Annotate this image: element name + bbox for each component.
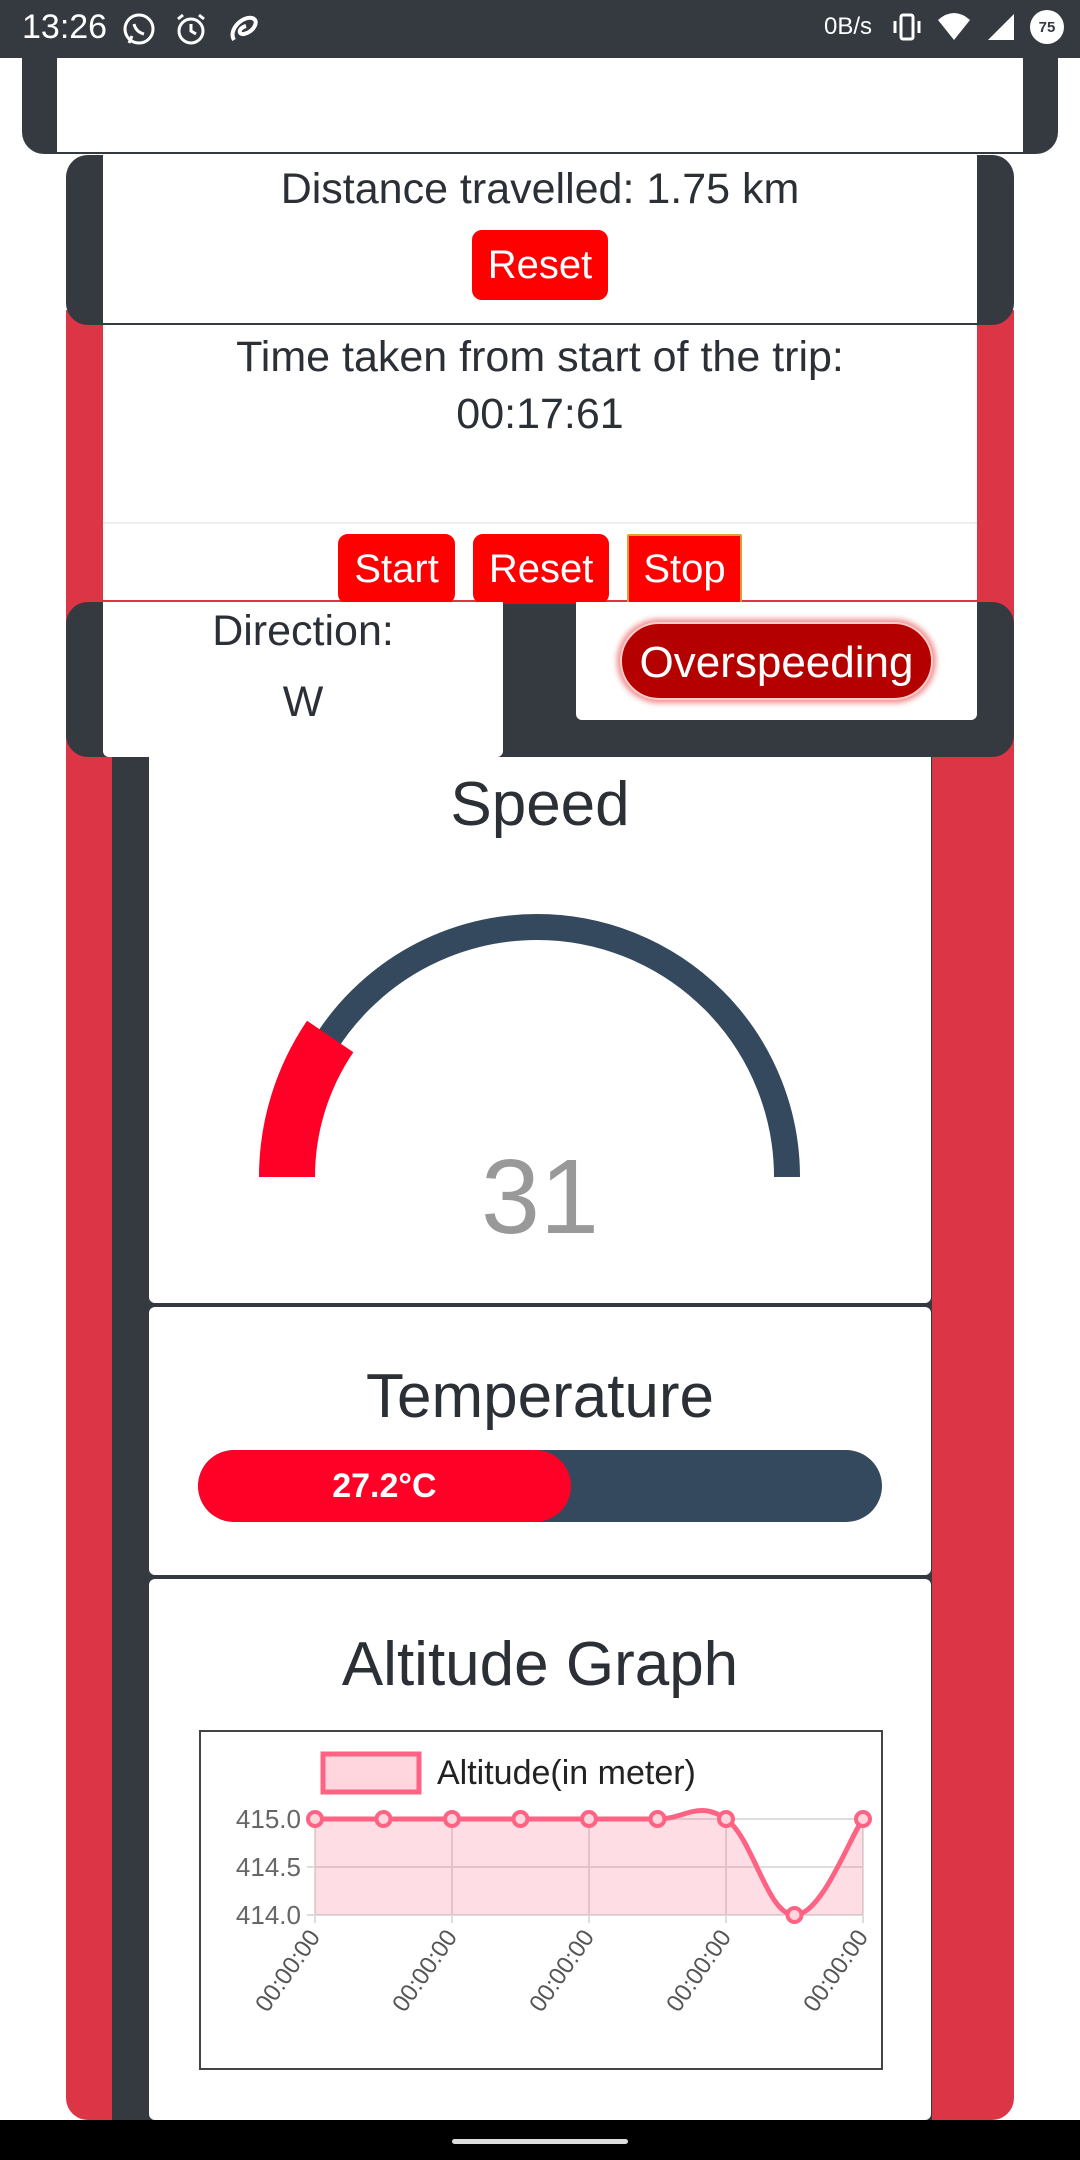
top-card xyxy=(57,58,1023,152)
temperature-bar: 27.2°C xyxy=(198,1450,882,1522)
distance-card: Distance travelled: 1.75 km Reset xyxy=(103,155,977,323)
direction-value: W xyxy=(282,678,324,726)
network-speed: 0B/s xyxy=(823,13,872,40)
altitude-chart: Altitude(in meter) 415.0 414.5 414.0 00:00:0… xyxy=(199,1730,883,2070)
speed-title: Speed xyxy=(450,770,630,839)
whatsapp-icon xyxy=(123,13,155,45)
temperature-value: 27.2°C xyxy=(332,1466,437,1505)
x-tick-label: 00:00:00 xyxy=(250,1925,326,2017)
data-point xyxy=(306,1810,324,1828)
direction-card: Direction: W xyxy=(103,602,503,757)
signal-icon xyxy=(988,14,1014,40)
distance-text: Distance travelled: 1.75 km xyxy=(280,165,800,213)
alarm-icon xyxy=(177,13,205,45)
y-tick-label: 415.0 xyxy=(236,1804,301,1834)
altitude-card: Altitude Graph Altitude(in meter) 415.0 41… xyxy=(149,1579,931,2120)
home-handle[interactable] xyxy=(452,2139,628,2144)
timer-start-button[interactable]: Start xyxy=(338,534,455,604)
airtel-icon xyxy=(230,15,258,42)
temperature-card: Temperature 27.2°C xyxy=(149,1307,931,1575)
altitude-chart-svg: Altitude(in meter)415.0414.5414.000:00:0… xyxy=(236,1751,874,2017)
temperature-title: Temperature xyxy=(365,1362,715,1431)
series-area xyxy=(315,1810,863,1915)
temperature-fill: 27.2°C xyxy=(198,1450,571,1522)
overspeed-card: Overspeeding xyxy=(576,602,977,720)
direction-label: Direction: xyxy=(212,607,394,655)
battery-icon: 75 xyxy=(1030,10,1064,44)
altitude-title: Altitude Graph xyxy=(341,1630,739,1699)
data-point xyxy=(511,1810,530,1828)
data-point xyxy=(648,1810,667,1828)
timer-value: 00:17:61 xyxy=(456,390,624,438)
distance-reset-button[interactable]: Reset xyxy=(471,230,609,300)
gauge-fill xyxy=(259,1020,354,1178)
status-time: 13:26 xyxy=(22,8,108,46)
status-icons-right: 0B/s 75 xyxy=(824,10,1064,44)
y-tick-label: 414.0 xyxy=(236,1900,301,1930)
timer-card: Time taken from start of the trip: 00:17… xyxy=(103,325,977,523)
overspeeding-button[interactable]: Overspeeding xyxy=(619,622,934,700)
navigation-bar xyxy=(0,2120,1080,2160)
timer-label: Time taken from start of the trip: xyxy=(236,333,844,381)
y-tick-label: 414.5 xyxy=(236,1852,301,1882)
data-point xyxy=(717,1810,735,1828)
legend-label: Altitude(in meter) xyxy=(437,1754,696,1792)
timer-reset-button[interactable]: Reset xyxy=(472,534,610,604)
status-bar: 13:26 0B/s 75 xyxy=(0,0,1080,58)
x-tick-label: 00:00:00 xyxy=(387,1925,463,2017)
timer-buttons: Start Reset Stop xyxy=(103,522,977,604)
speed-value: 31 xyxy=(481,1138,599,1256)
data-point xyxy=(374,1810,393,1828)
speed-gauge xyxy=(259,914,800,1178)
data-point xyxy=(580,1810,598,1828)
x-tick-label: 00:00:00 xyxy=(798,1925,874,2017)
data-point xyxy=(785,1906,804,1924)
wifi-icon xyxy=(938,13,970,40)
vibrate-icon xyxy=(893,13,921,41)
timer-stop-button[interactable]: Stop xyxy=(627,534,742,604)
data-point xyxy=(854,1810,872,1828)
x-tick-label: 00:00:00 xyxy=(524,1925,600,2017)
status-icons-left xyxy=(120,10,262,48)
data-point xyxy=(443,1810,461,1828)
x-tick-label: 00:00:00 xyxy=(661,1925,737,2017)
speed-card: Speed 31 xyxy=(149,757,931,1303)
legend-swatch xyxy=(320,1751,422,1795)
